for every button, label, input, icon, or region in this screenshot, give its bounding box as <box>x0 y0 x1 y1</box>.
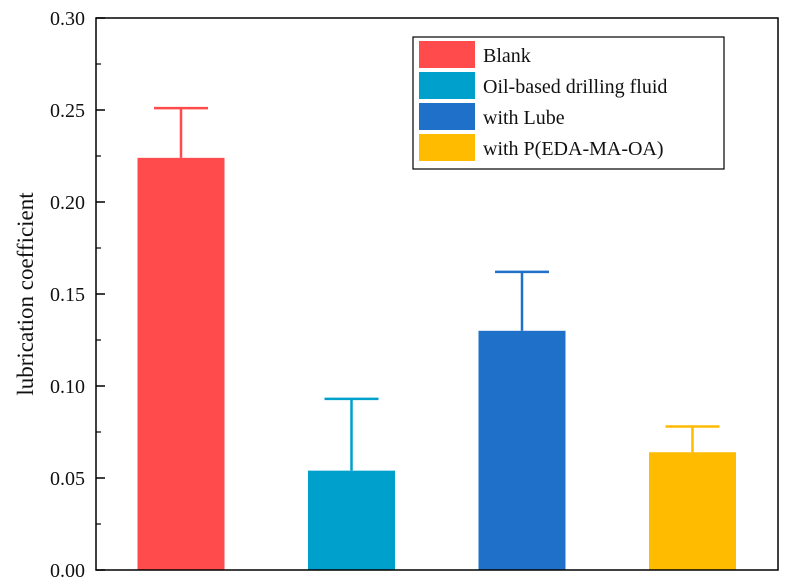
y-tick-label: 0.05 <box>50 468 85 490</box>
bars-layer <box>137 157 736 570</box>
legend: Blank Oil-based drilling fluid with Lube wi… <box>412 36 725 170</box>
bar <box>649 452 736 570</box>
y-tick-label: 0.00 <box>50 560 85 582</box>
y-axis-title: lubrication coefficient <box>13 192 38 396</box>
y-tick-label: 0.25 <box>50 100 85 122</box>
legend-label: with Lube <box>483 107 565 129</box>
legend-swatch <box>419 72 475 99</box>
y-tick-label: 0.10 <box>50 376 85 398</box>
legend-label: Blank <box>483 45 531 67</box>
legend-swatch <box>419 41 475 68</box>
y-axis: 0.00 0.05 0.10 0.15 0.20 0.25 0.30 <box>50 8 105 582</box>
error-bars-layer <box>154 106 720 471</box>
legend-items: Blank Oil-based drilling fluid with Lube wi… <box>419 41 667 161</box>
y-tick-label: 0.15 <box>50 284 85 306</box>
y-tick-label: 0.30 <box>50 8 85 30</box>
bar <box>308 470 395 570</box>
legend-swatch <box>419 103 475 130</box>
legend-label: with P(EDA-MA-OA) <box>483 138 664 160</box>
bar <box>137 157 225 570</box>
legend-swatch <box>419 134 475 161</box>
legend-label: Oil-based drilling fluid <box>483 76 667 98</box>
y-tick-label: 0.20 <box>50 192 85 214</box>
bar <box>478 330 566 570</box>
